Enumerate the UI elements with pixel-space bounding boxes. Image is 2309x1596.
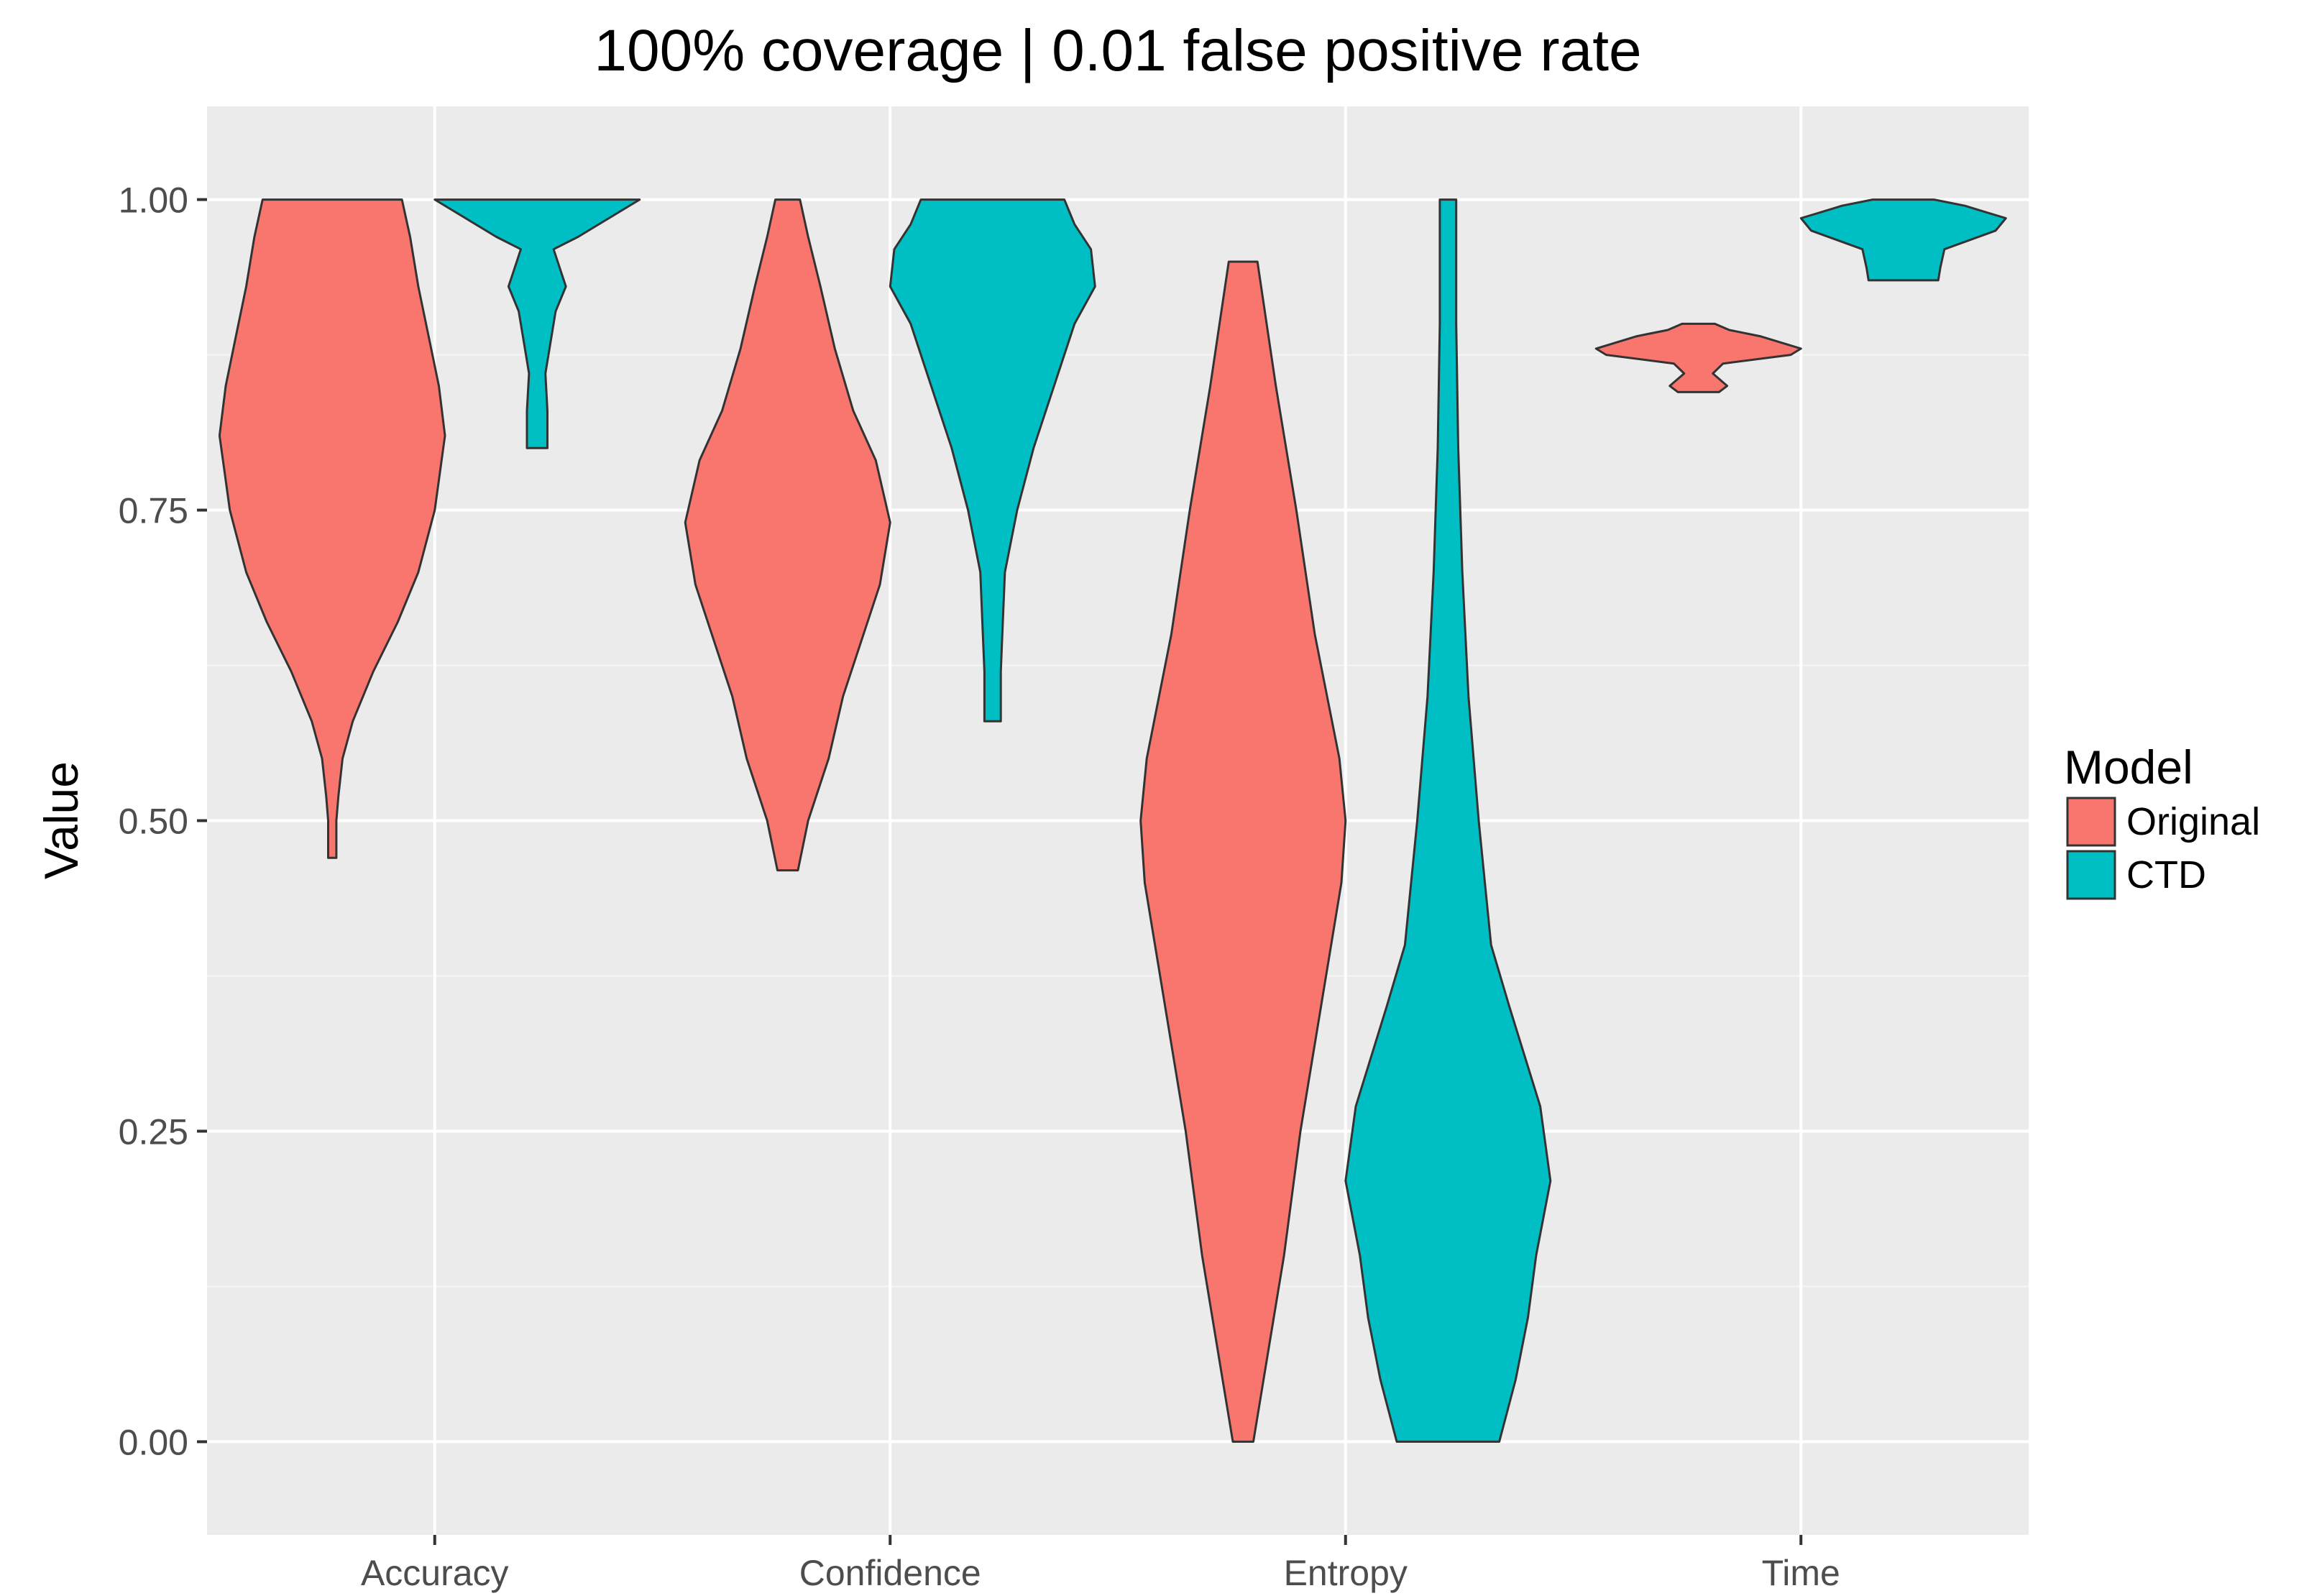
legend-key-ctd [2066,850,2116,900]
y-axis-title: Value [35,761,88,879]
x-tick-label: Confidence [799,1553,981,1593]
violin-ctd-entropy [1344,198,1552,1443]
violin-original-confidence [684,198,891,872]
y-axis: 0.00 0.25 0.50 0.75 1.00 [119,180,207,1462]
violin-original-accuracy [218,198,446,859]
violin-original-time [1594,322,1802,393]
x-tick-label: Entropy [1284,1553,1408,1593]
y-tick-label: 1.00 [119,180,188,221]
x-tick-label: Accuracy [361,1553,509,1593]
violin-ctd-confidence [889,198,1096,723]
y-tick-label: 0.50 [119,802,188,842]
violin-original-entropy [1139,260,1347,1443]
minor-gridlines [207,354,2029,1288]
legend-title: Model [2064,740,2193,794]
legend: Model Original CTD [2064,740,2260,900]
y-tick-label: 0.75 [119,491,188,531]
violin-ctd-accuracy [433,198,641,449]
violin-ctd-time [1799,198,2007,282]
y-tick-label: 0.25 [119,1111,188,1152]
legend-label-ctd: CTD [2126,853,2206,896]
violins [218,198,2007,1443]
x-tick-label: Time [1762,1553,1840,1593]
legend-label-original: Original [2126,800,2260,843]
x-axis: Accuracy Confidence Entropy Time [361,1535,1840,1593]
y-tick-label: 0.00 [119,1422,188,1462]
legend-key-original [2066,797,2116,847]
chart-title: 100% coverage | 0.01 false positive rate [594,18,1641,83]
